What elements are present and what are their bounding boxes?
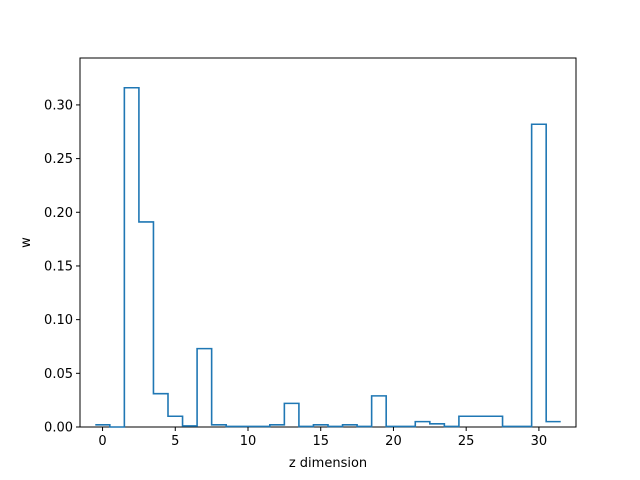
y-axis: 0.00 0.05 0.10 0.15 0.20 0.25 0.30 (44, 98, 80, 436)
histogram-bin (241, 426, 256, 427)
x-tick-label: 15 (312, 434, 329, 449)
histogram-bin (139, 222, 154, 427)
histogram-bin (226, 426, 241, 427)
histogram-bin (299, 426, 314, 427)
histogram-bin (546, 422, 561, 427)
histogram-bin (444, 426, 459, 427)
step-series-line (95, 86, 561, 428)
y-tick-label: 0.20 (44, 206, 73, 221)
histogram-bin (313, 425, 328, 427)
y-tick-label: 0.10 (44, 313, 73, 328)
x-tick-label: 25 (458, 434, 475, 449)
histogram-bin (153, 394, 168, 427)
histogram-bin (459, 416, 474, 427)
y-tick-label: 0.30 (44, 98, 73, 113)
histogram-bin (197, 349, 212, 427)
x-tick-label: 20 (385, 434, 402, 449)
histogram-bin (328, 426, 343, 427)
histogram-bin (386, 426, 401, 427)
y-tick-label: 0.00 (44, 421, 73, 436)
plot-area (79, 57, 577, 428)
y-tick-label: 0.25 (44, 152, 73, 167)
x-axis: 0 5 10 15 20 25 30 (98, 427, 547, 449)
x-axis-label: z dimension (289, 456, 367, 471)
y-axis-label: w (19, 237, 34, 248)
histogram-bin (270, 425, 285, 427)
histogram-bin (183, 426, 198, 427)
histogram-bin (401, 426, 416, 427)
histogram-bin (372, 396, 387, 427)
histogram-bin (517, 426, 532, 427)
histogram-bin (532, 124, 547, 427)
histogram-bin (357, 426, 372, 427)
x-tick-label: 5 (171, 434, 179, 449)
histogram-bin (168, 416, 183, 427)
data-layer (95, 86, 561, 428)
histogram-bin (124, 88, 139, 427)
x-tick-label: 30 (531, 434, 548, 449)
x-tick-label: 10 (240, 434, 257, 449)
histogram-bin (488, 416, 503, 427)
histogram-bin (95, 425, 110, 427)
x-tick-label: 0 (98, 434, 106, 449)
histogram-bin (212, 425, 227, 427)
histogram-bin (473, 416, 488, 427)
histogram-bin (430, 424, 445, 427)
y-tick-label: 0.05 (44, 367, 73, 382)
y-tick-label: 0.15 (44, 259, 73, 274)
histogram-bin (415, 422, 430, 427)
histogram-bin (255, 426, 270, 427)
histogram-bin (284, 403, 299, 427)
histogram-bin (343, 425, 358, 427)
axes-frame (79, 57, 577, 428)
histogram-bin (503, 426, 518, 427)
